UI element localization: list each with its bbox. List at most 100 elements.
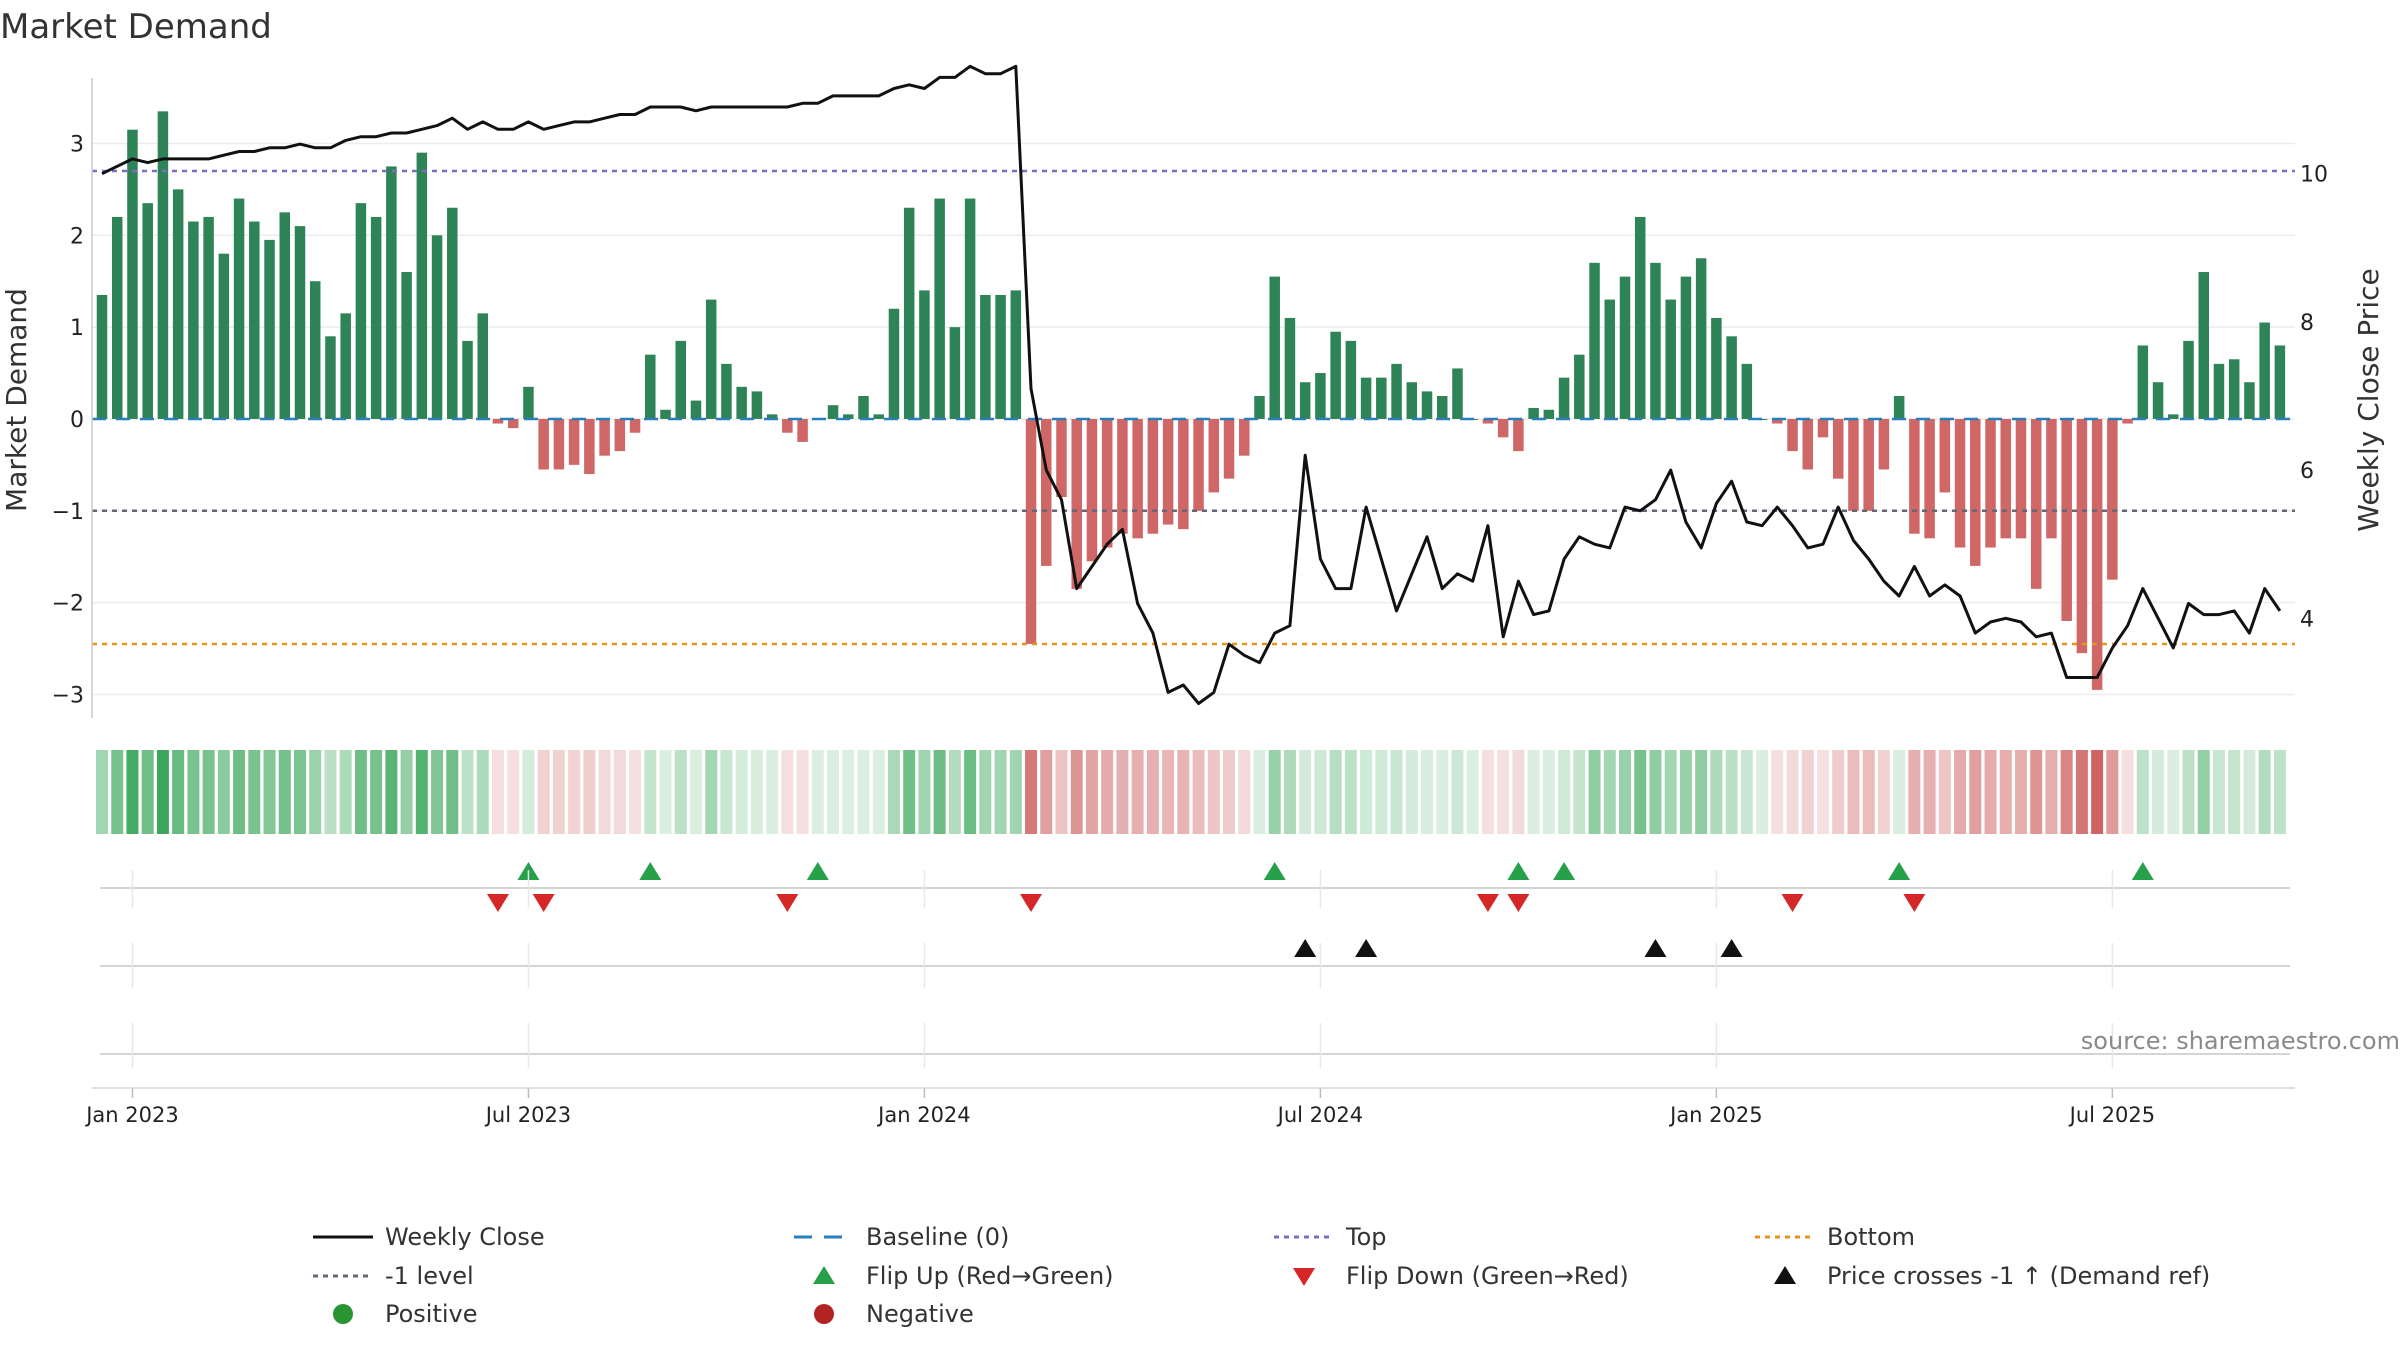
demand-bar (873, 414, 884, 419)
flip-up-marker (1507, 862, 1530, 880)
right-tick-label: 4 (2300, 607, 2314, 632)
heat-cell (1131, 750, 1144, 834)
demand-bar (1726, 336, 1737, 419)
demand-bar (1330, 331, 1341, 419)
heat-cell (1893, 750, 1906, 834)
heat-cell (293, 750, 306, 834)
demand-bar (568, 418, 580, 465)
legend-label: Baseline (0) (866, 1223, 1009, 1251)
demand-bar (1589, 262, 1600, 419)
demand-bar (157, 111, 169, 419)
heat-cell (659, 750, 672, 834)
legend-swatch (814, 1304, 834, 1324)
demand-bar (782, 418, 793, 433)
demand-bars (96, 111, 2286, 690)
demand-bar (1391, 363, 1402, 419)
demand-bar (1254, 396, 1265, 419)
demand-bar (1863, 418, 1874, 511)
demand-bar (645, 354, 656, 419)
heat-cell (872, 750, 885, 834)
demand-bar (1269, 276, 1280, 419)
heat-cell (1954, 750, 1967, 834)
demand-bar (1787, 418, 1798, 452)
demand-bar (1086, 418, 1098, 562)
demand-bar (1071, 418, 1082, 589)
heat-cell (598, 750, 611, 834)
heat-cell (1497, 750, 1510, 834)
demand-bar (1909, 418, 1920, 534)
heat-cell (187, 750, 200, 834)
heat-cell (1527, 750, 1540, 834)
date-tick-label: Jan 2023 (84, 1103, 179, 1127)
demand-bar (843, 414, 854, 419)
heat-cell (446, 750, 459, 834)
left-tick-label: −2 (52, 592, 84, 617)
demand-bar (949, 327, 961, 419)
weekly-close-line (101, 64, 2282, 705)
flip-down-marker (1903, 894, 1926, 912)
demand-bar (1970, 418, 1981, 566)
heat-cell (217, 750, 230, 834)
heat-cell (1664, 750, 1677, 834)
heat-cell (1588, 750, 1601, 834)
heat-cell (2197, 750, 2210, 834)
heat-cell (1055, 750, 1068, 834)
heat-cell (1040, 750, 1053, 834)
demand-bar (1056, 418, 1067, 498)
demand-bar (1939, 418, 1951, 493)
heat-cell (1938, 750, 1951, 834)
legend-label: Weekly Close (385, 1223, 545, 1251)
demand-bar (858, 396, 869, 419)
demand-bar (1756, 418, 1768, 420)
heat-cell (994, 750, 1007, 834)
demand-bar (1452, 368, 1463, 419)
demand-bar (2228, 359, 2240, 419)
heat-cell (948, 750, 961, 834)
heat-cell (1725, 750, 1738, 834)
demand-bar (553, 418, 565, 470)
demand-bar (355, 203, 367, 419)
heat-cell (2212, 750, 2225, 834)
demand-bar (1528, 407, 1539, 419)
heat-cell (385, 750, 398, 834)
demand-bar (340, 313, 351, 419)
heat-cell (1466, 750, 1479, 834)
demand-bar (1193, 418, 1204, 511)
legend-label: Flip Up (Red→Green) (866, 1262, 1114, 1290)
heat-cell (172, 750, 185, 834)
demand-bar (1604, 299, 1616, 419)
heat-cell (2167, 750, 2180, 834)
heat-cell (1375, 750, 1388, 834)
price-cross-panel (100, 939, 2290, 967)
demand-bar (1162, 418, 1174, 525)
demand-bar (2183, 340, 2194, 419)
heat-cell (1740, 750, 1753, 834)
demand-bar (934, 198, 945, 419)
demand-bar (614, 418, 626, 452)
heat-cell (96, 750, 108, 834)
demand-bar (995, 294, 1006, 419)
heat-cell (674, 750, 687, 834)
flip-up-marker (1263, 862, 1286, 880)
flip-down-marker (1476, 894, 1499, 912)
y-axis-label-left: Market Demand (0, 288, 33, 512)
demand-bar (142, 203, 153, 419)
heat-cell (1558, 750, 1571, 834)
demand-bar (462, 340, 473, 419)
heat-cell (248, 750, 261, 834)
demand-bar (1954, 418, 1966, 548)
heat-cell (2106, 750, 2119, 834)
demand-bar (1223, 418, 1235, 479)
heat-cell (583, 750, 596, 834)
demand-bar (264, 239, 275, 419)
heat-cell (766, 750, 779, 834)
legend-swatch (813, 1266, 835, 1284)
flip-down-marker (1781, 894, 1804, 912)
flip-down-marker (486, 894, 509, 912)
flip-down-marker (532, 894, 555, 912)
demand-bar (2122, 418, 2133, 424)
legend-label: Price crosses -1 ↑ (Demand ref) (1827, 1262, 2210, 1290)
demand-bar (1848, 418, 1859, 511)
demand-bar (188, 221, 199, 419)
